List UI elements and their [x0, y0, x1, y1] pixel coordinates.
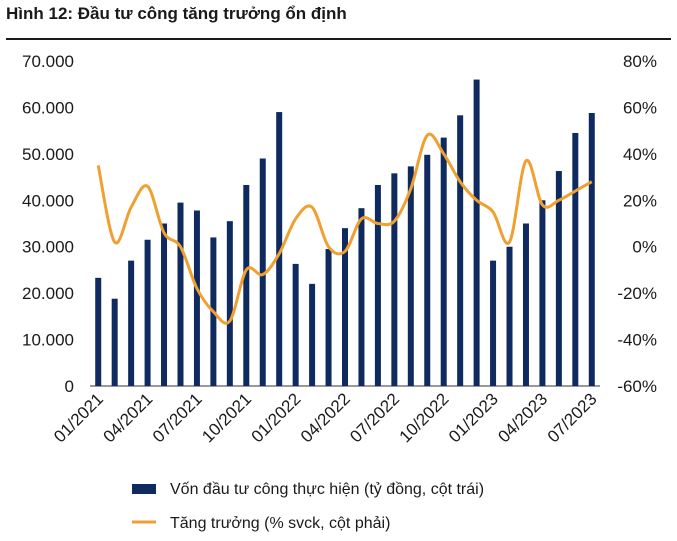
x-tick-label: 01/2022	[248, 389, 305, 446]
bar	[572, 132, 579, 386]
bar	[243, 184, 250, 386]
bar	[193, 210, 200, 386]
title-rule	[6, 38, 671, 40]
y-left-tick-label: 0	[65, 377, 74, 396]
bar	[325, 249, 332, 386]
bar	[539, 200, 546, 386]
y-right-tick-label: 0%	[632, 238, 657, 257]
y-left-tick-label: 60.000	[22, 98, 74, 117]
y-right-tick-label: -20%	[617, 284, 657, 303]
x-tick-label: 10/2021	[198, 389, 255, 446]
chart-title: Hình 12: Đầu tư công tăng trưởng ổn định	[6, 4, 347, 23]
bar	[490, 260, 497, 386]
y-left-tick-label: 30.000	[22, 238, 74, 257]
bar	[407, 166, 414, 386]
bar	[161, 223, 168, 386]
y-right-tick-label: -40%	[617, 331, 657, 350]
bar	[457, 115, 464, 387]
bar	[424, 154, 431, 386]
bar	[358, 208, 365, 386]
legend-label-bars: Vốn đầu tư công thực hiện (tỷ đồng, cột …	[170, 481, 484, 498]
y-left-tick-label: 70.000	[22, 52, 74, 71]
bar	[555, 171, 562, 386]
legend: Vốn đầu tư công thực hiện (tỷ đồng, cột …	[132, 481, 484, 532]
line-series	[96, 132, 593, 325]
bar	[128, 260, 135, 386]
x-tick-label: 10/2022	[396, 389, 453, 446]
y-left-tick-label: 10.000	[22, 331, 74, 350]
legend-label-line: Tăng trưởng (% svck, cột phải)	[170, 515, 390, 532]
x-tick-label: 04/2022	[297, 389, 354, 446]
axes-group: 0 10.000 20.000 30.000 40.000 50.000 60.000 70.…	[22, 52, 657, 396]
bar	[177, 202, 184, 386]
x-tick-label: 04/2023	[494, 389, 551, 446]
y-right-tick-label: 40%	[623, 145, 657, 164]
x-tick-label: 07/2021	[149, 389, 206, 446]
bar	[95, 277, 102, 386]
bar	[144, 239, 151, 386]
bar	[522, 223, 529, 386]
bar-series	[95, 79, 595, 387]
y-right-tick-label: 80%	[623, 52, 657, 71]
y-right-tick-label: -60%	[617, 377, 657, 396]
x-tick-label: 01/2021	[50, 389, 107, 446]
bar	[111, 298, 118, 386]
bar	[391, 173, 398, 386]
y-right-tick-label: 20%	[623, 191, 657, 210]
x-tick-label: 07/2023	[544, 389, 601, 446]
y-right-tick-label: 60%	[623, 98, 657, 117]
bar	[374, 184, 381, 386]
bar	[292, 263, 299, 386]
bar	[226, 221, 233, 386]
bar	[440, 137, 447, 386]
x-tick-label: 04/2021	[100, 389, 157, 446]
bar	[259, 158, 266, 386]
bar	[342, 228, 348, 386]
bar	[588, 113, 595, 386]
bar	[276, 112, 283, 387]
y-left-tick-label: 20.000	[22, 284, 74, 303]
y-left-tick-label: 40.000	[22, 191, 74, 210]
legend-swatch-bars	[132, 484, 156, 494]
x-tick-label: 07/2022	[346, 389, 403, 446]
bar	[506, 246, 513, 386]
bar	[309, 283, 316, 386]
y-left-tick-label: 50.000	[22, 145, 74, 164]
x-tick-label: 01/2023	[445, 389, 502, 446]
bar	[473, 79, 480, 387]
x-tick-labels: 01/202104/202107/202110/202101/202204/20…	[50, 389, 600, 446]
